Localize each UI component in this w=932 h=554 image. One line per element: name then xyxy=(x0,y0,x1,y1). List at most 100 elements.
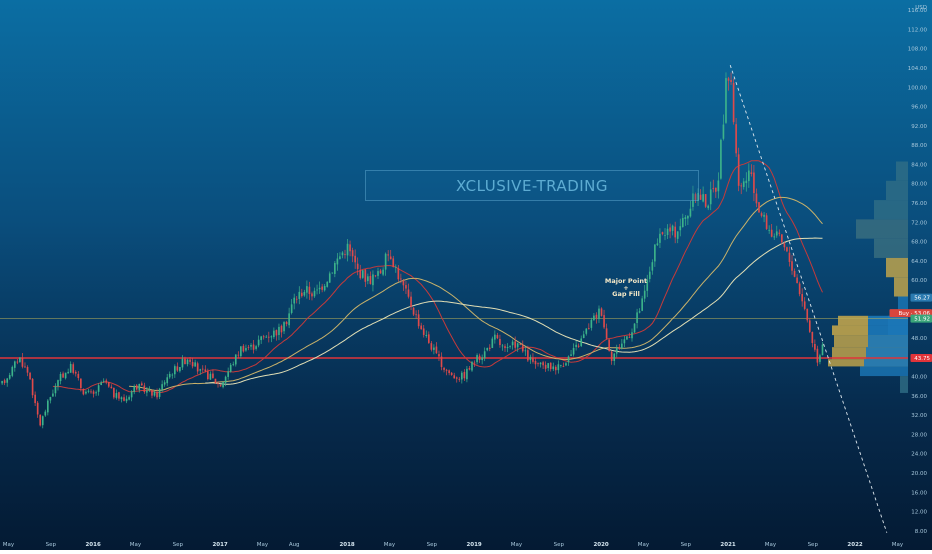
candle-body xyxy=(794,271,796,277)
candle-body xyxy=(352,250,354,256)
candle-body xyxy=(476,355,478,362)
candle-body xyxy=(448,370,450,373)
candle-body xyxy=(202,369,204,370)
candle-body xyxy=(47,401,49,413)
candle-body xyxy=(187,360,189,365)
candle-body xyxy=(443,368,445,370)
candle-body xyxy=(738,154,740,185)
candle-body xyxy=(446,370,448,371)
x-tick-label: Sep xyxy=(173,542,184,548)
candle-body xyxy=(751,172,753,174)
x-tick-label: Aug xyxy=(289,542,300,548)
candle-body xyxy=(179,367,181,371)
candle-body xyxy=(499,339,501,345)
candle-body xyxy=(161,384,163,389)
candle-body xyxy=(809,320,811,331)
candle-body xyxy=(113,388,115,397)
candle-body xyxy=(415,314,417,315)
candle-body xyxy=(560,365,562,366)
candle-body xyxy=(512,342,514,346)
candle-body xyxy=(400,279,402,280)
y-axis-bg xyxy=(908,0,932,550)
candle-body xyxy=(725,78,727,123)
candle-body xyxy=(57,380,59,386)
candle-body xyxy=(778,233,780,234)
candle-body xyxy=(349,244,351,251)
candle-body xyxy=(166,377,168,383)
y-tick-label: 64.00 xyxy=(911,259,927,265)
candle-body xyxy=(563,366,565,367)
currency-label: USD xyxy=(915,5,927,11)
candle-body xyxy=(413,308,415,315)
x-tick-label: May xyxy=(384,542,396,548)
candle-body xyxy=(98,385,100,392)
candle-body xyxy=(626,336,628,339)
candle-body xyxy=(631,332,633,338)
candle-body xyxy=(735,124,737,153)
candle-body xyxy=(192,362,194,366)
candle-body xyxy=(301,293,303,296)
candle-body xyxy=(184,359,186,364)
candle-body xyxy=(273,331,275,337)
x-tick-label: 2017 xyxy=(212,542,227,548)
candle-body xyxy=(451,373,453,375)
candle-body xyxy=(822,345,824,356)
candle-body xyxy=(453,375,455,378)
candle-body xyxy=(342,252,344,255)
candle-body xyxy=(558,364,560,370)
candle-body xyxy=(32,379,34,395)
candle-body xyxy=(542,362,544,365)
candle-body xyxy=(34,395,36,403)
candle-body xyxy=(479,356,481,360)
candle-body xyxy=(194,362,196,366)
candle-body xyxy=(423,328,425,334)
candle-body xyxy=(806,309,808,320)
candle-body xyxy=(334,263,336,274)
candle-body xyxy=(215,379,217,383)
candle-body xyxy=(639,311,641,312)
y-tick-label: 28.00 xyxy=(911,432,927,438)
candle-body xyxy=(743,181,745,187)
volume-profile-bar xyxy=(838,316,868,326)
candle-body xyxy=(494,335,496,340)
candle-body xyxy=(171,375,173,376)
candle-body xyxy=(314,291,316,297)
candle-body xyxy=(532,357,534,361)
candle-body xyxy=(766,215,768,229)
candle-body xyxy=(65,373,67,379)
candle-body xyxy=(555,367,557,370)
candle-body xyxy=(677,231,679,239)
candle-body xyxy=(324,286,326,290)
candle-body xyxy=(613,354,615,361)
candle-body xyxy=(347,244,349,256)
candle-body xyxy=(420,326,422,330)
candle-body xyxy=(133,386,135,392)
candle-body xyxy=(255,346,257,349)
candle-body xyxy=(77,374,79,378)
candle-body xyxy=(761,213,763,216)
candle-body xyxy=(100,382,102,385)
y-tick-label: 8.00 xyxy=(915,529,928,535)
candle-body xyxy=(756,194,758,204)
candle-body xyxy=(804,301,806,309)
candle-body xyxy=(296,299,298,300)
candle-body xyxy=(372,274,374,285)
candle-body xyxy=(545,365,547,369)
candle-body xyxy=(486,348,488,350)
x-tick-label: Sep xyxy=(554,542,565,548)
x-tick-label: 2021 xyxy=(720,542,735,548)
volume-profile-bar xyxy=(868,335,908,347)
candle-body xyxy=(540,363,542,365)
candle-body xyxy=(591,320,593,328)
candle-body xyxy=(464,372,466,378)
candle-body xyxy=(291,304,293,313)
candle-body xyxy=(306,286,308,293)
candle-body xyxy=(733,83,735,122)
volume-profile-bar xyxy=(856,219,908,238)
x-tick-label: Sep xyxy=(681,542,692,548)
candle-body xyxy=(771,230,773,237)
volume-profile-bar xyxy=(868,316,908,326)
candle-body xyxy=(715,188,717,192)
ma-line-slow xyxy=(205,238,822,384)
